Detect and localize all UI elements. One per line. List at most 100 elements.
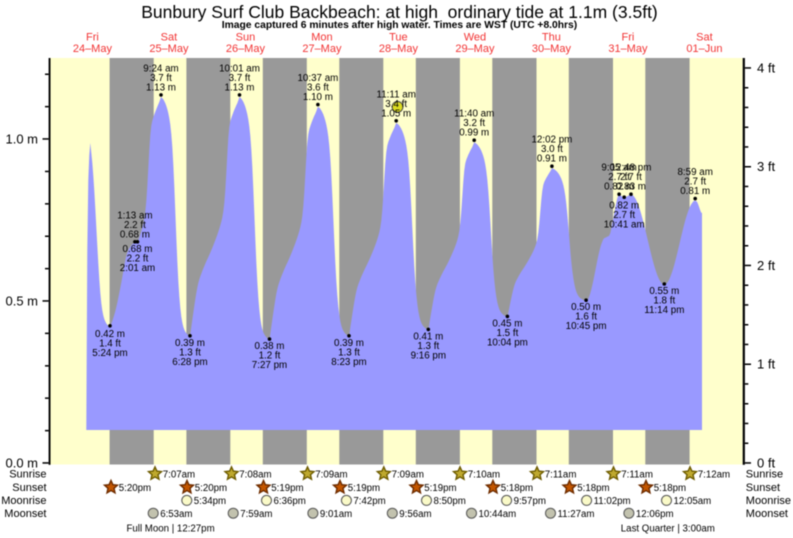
svg-text:0.5 m: 0.5 m [5,294,38,309]
svg-text:10:01 am: 10:01 am [219,63,260,74]
svg-text:5:19pm: 5:19pm [348,483,380,494]
svg-text:Sun: Sun [236,32,256,44]
svg-text:11:11 am: 11:11 am [376,89,415,100]
svg-text:5:20pm: 5:20pm [119,483,151,494]
svg-text:5:19pm: 5:19pm [424,483,456,494]
svg-text:1.3 ft: 1.3 ft [417,341,439,352]
svg-text:0.55 m: 0.55 m [649,286,679,297]
svg-text:Fri: Fri [621,32,634,44]
svg-text:5:34pm: 5:34pm [194,496,226,507]
svg-text:5:18pm: 5:18pm [577,483,609,494]
svg-text:10:37 am: 10:37 am [297,73,338,84]
svg-text:5:20pm: 5:20pm [195,483,227,494]
svg-text:0.82 m: 0.82 m [604,182,634,193]
svg-text:Sunrise: Sunrise [9,468,46,480]
svg-text:0.41 m: 0.41 m [413,331,443,342]
svg-text:1.2 ft: 1.2 ft [259,351,281,362]
svg-text:Mon: Mon [311,32,332,44]
svg-text:28–May: 28–May [379,43,419,55]
svg-text:01–Jun: 01–Jun [686,43,722,55]
svg-text:9:05 am: 9:05 am [601,163,636,174]
svg-text:4 ft: 4 ft [757,61,775,76]
svg-text:24–May: 24–May [73,43,113,55]
svg-text:0.91 m: 0.91 m [537,154,567,165]
svg-text:6:53am: 6:53am [160,509,192,520]
svg-text:11:27am: 11:27am [558,509,595,520]
svg-text:Moonset: Moonset [4,508,46,520]
svg-text:7:10am: 7:10am [468,469,500,480]
svg-text:1.3 ft: 1.3 ft [338,347,360,358]
svg-text:7:11am: 7:11am [545,469,577,480]
svg-text:7:11am: 7:11am [621,469,653,480]
svg-text:Sat: Sat [161,32,178,44]
svg-text:0.99 m: 0.99 m [459,128,489,139]
svg-text:8:23 pm: 8:23 pm [331,357,366,368]
svg-text:31–May: 31–May [608,43,648,55]
svg-text:27–May: 27–May [302,43,342,55]
svg-text:Fri: Fri [86,32,99,44]
svg-text:0.81 m: 0.81 m [680,186,710,197]
svg-text:7:12am: 7:12am [698,469,730,480]
svg-text:0.39 m: 0.39 m [175,338,205,349]
svg-text:Sunset: Sunset [746,482,780,494]
svg-text:0.45 m: 0.45 m [492,318,522,329]
svg-text:0.83 m: 0.83 m [616,182,646,193]
svg-text:9:56am: 9:56am [399,509,431,520]
svg-text:1 ft: 1 ft [757,357,775,372]
svg-text:Last Quarter | 3:00am: Last Quarter | 3:00am [621,524,715,535]
svg-text:Moonrise: Moonrise [1,495,46,507]
svg-text:0.39 m: 0.39 m [334,338,364,349]
svg-text:5:19pm: 5:19pm [271,483,303,494]
svg-text:0.38 m: 0.38 m [255,341,285,352]
svg-text:3.4 ft: 3.4 ft [385,99,407,110]
svg-text:10:41 am: 10:41 am [604,220,645,231]
svg-text:1.10 m: 1.10 m [303,92,333,103]
svg-text:1:13 am: 1:13 am [117,210,152,221]
svg-text:8:59 am: 8:59 am [677,167,712,178]
svg-text:1.6 ft: 1.6 ft [575,312,597,323]
svg-text:7:59am: 7:59am [240,509,272,520]
svg-text:12:05am: 12:05am [674,496,712,507]
svg-text:0 ft: 0 ft [757,456,775,471]
svg-text:Moonrise: Moonrise [746,495,791,507]
svg-text:Wed: Wed [464,32,486,44]
svg-text:3.0 ft: 3.0 ft [541,144,563,155]
svg-text:5:18pm: 5:18pm [654,483,686,494]
svg-text:11:02pm: 11:02pm [594,496,631,507]
svg-text:10:45 pm: 10:45 pm [566,321,607,332]
svg-text:Sat: Sat [696,32,713,44]
svg-text:7:07am: 7:07am [163,469,195,480]
svg-text:2.7 ft: 2.7 ft [608,172,630,183]
svg-text:0.0 m: 0.0 m [5,456,38,471]
svg-text:1.13 m: 1.13 m [225,82,255,93]
svg-text:2.2 ft: 2.2 ft [124,220,146,231]
svg-text:3.2 ft: 3.2 ft [463,118,485,129]
svg-text:0.42 m: 0.42 m [95,329,125,340]
svg-text:2 ft: 2 ft [757,258,775,273]
svg-text:Moonset: Moonset [746,508,788,520]
svg-text:Thu: Thu [542,32,561,44]
svg-text:7:08am: 7:08am [239,469,271,480]
svg-text:3.7 ft: 3.7 ft [150,73,172,84]
svg-text:10:04 pm: 10:04 pm [487,337,528,348]
svg-text:8:50pm: 8:50pm [434,496,466,507]
svg-text:6:28 pm: 6:28 pm [172,357,207,368]
svg-text:11:14 pm: 11:14 pm [644,305,684,316]
svg-text:7:27 pm: 7:27 pm [252,360,287,371]
svg-text:6:36pm: 6:36pm [274,496,306,507]
svg-text:9:57pm: 9:57pm [514,496,546,507]
svg-text:5:18pm: 5:18pm [501,483,533,494]
svg-text:1.05 m: 1.05 m [381,108,411,119]
svg-text:Sunset: Sunset [12,482,46,494]
svg-text:1.3 ft: 1.3 ft [179,347,201,358]
svg-text:0.82 m: 0.82 m [609,201,639,212]
svg-text:1.8 ft: 1.8 ft [653,296,675,307]
svg-text:2:01 am: 2:01 am [120,263,155,274]
svg-text:Tue: Tue [389,32,408,44]
svg-text:7:09am: 7:09am [315,469,347,480]
svg-text:3 ft: 3 ft [757,159,775,174]
svg-text:29–May: 29–May [455,43,495,55]
svg-text:2.7 ft: 2.7 ft [620,172,642,183]
svg-text:9:01am: 9:01am [320,509,352,520]
svg-text:Sunrise: Sunrise [746,468,783,480]
